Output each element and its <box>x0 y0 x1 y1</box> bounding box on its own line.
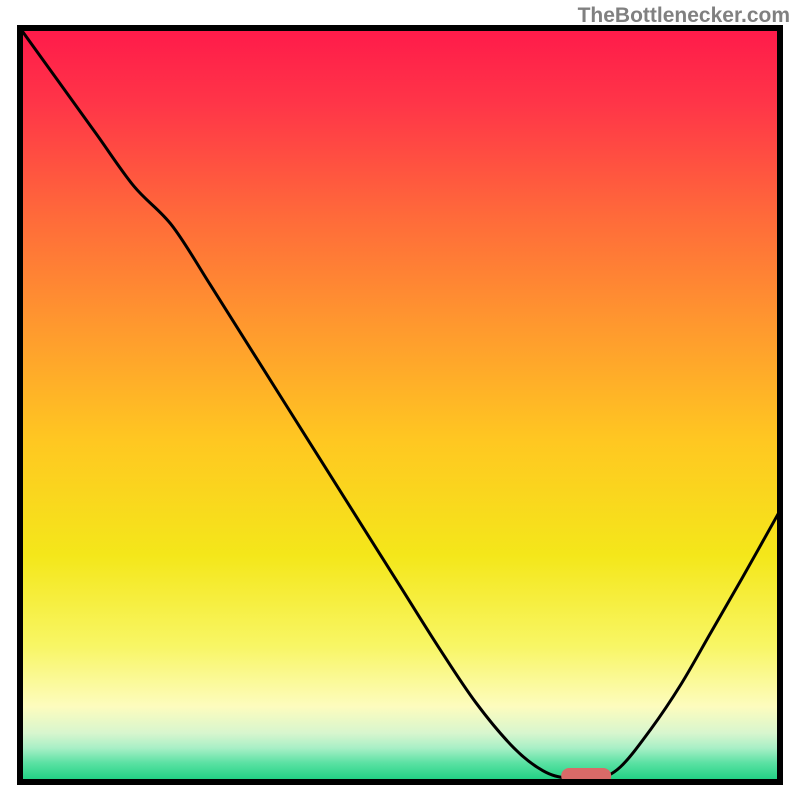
chart-svg <box>0 0 800 800</box>
bottleneck-curve-chart: TheBottlenecker.com <box>0 0 800 800</box>
plot-background <box>20 28 780 782</box>
watermark-text: TheBottlenecker.com <box>578 4 790 28</box>
